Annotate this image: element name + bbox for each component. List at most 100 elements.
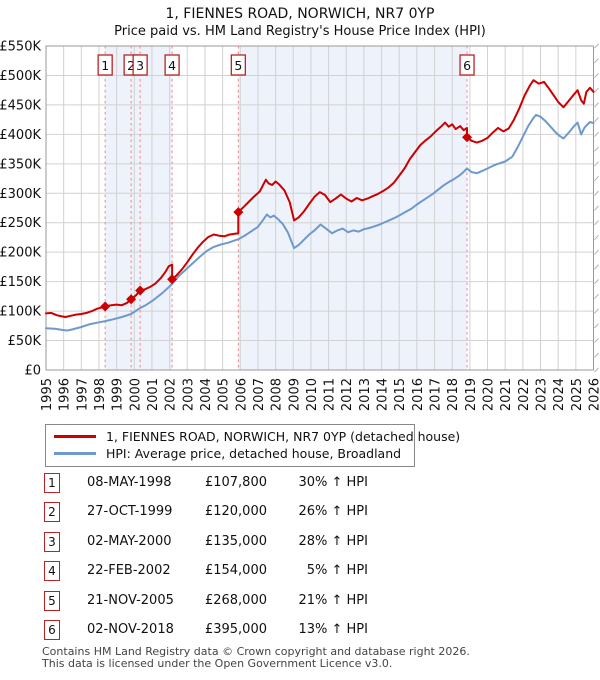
x-axis-tick-label: 2000 bbox=[128, 378, 143, 411]
transaction-hpi-delta: 26% ↑ HPI bbox=[298, 504, 368, 520]
x-axis-tick-label: 2009 bbox=[287, 378, 302, 411]
y-axis-tick-label: £350K bbox=[0, 157, 41, 172]
transaction-hpi-delta: 30% ↑ HPI bbox=[298, 475, 368, 490]
x-axis-tick-label: 2020 bbox=[482, 378, 497, 411]
right-axis-minor-tick bbox=[594, 367, 599, 373]
right-axis-minor-tick bbox=[594, 146, 599, 152]
transaction-hpi-delta: 5% ↑ HPI bbox=[306, 563, 368, 579]
x-axis-tick-label: 2004 bbox=[199, 378, 214, 411]
y-axis-tick-label: £250K bbox=[0, 216, 41, 231]
transaction-number-badge: 6 bbox=[44, 619, 60, 640]
right-axis-minor-tick bbox=[594, 43, 599, 49]
legend-label-hpi: HPI: Average price, detached house, Broa… bbox=[106, 446, 402, 461]
right-axis-minor-tick bbox=[594, 102, 599, 108]
legend-label-price-paid: 1, FIENNES ROAD, NORWICH, NR7 0YP (detac… bbox=[106, 429, 461, 444]
right-axis-minor-tick bbox=[594, 249, 599, 255]
transaction-number-badge: 5 bbox=[44, 590, 60, 611]
transaction-date: 21-NOV-2005 bbox=[87, 592, 174, 608]
right-axis-minor-tick bbox=[594, 279, 599, 285]
right-axis-minor-tick bbox=[594, 234, 599, 240]
y-axis-tick-label: £150K bbox=[0, 275, 41, 290]
sale-marker-number: 2 bbox=[127, 58, 135, 73]
x-axis-tick-label: 2011 bbox=[323, 378, 338, 411]
right-axis-minor-tick bbox=[594, 205, 599, 211]
sale-point-diamond bbox=[167, 274, 178, 285]
right-axis-minor-tick bbox=[594, 131, 599, 137]
x-axis-tick-label: 2018 bbox=[446, 378, 461, 411]
report-header: 1, FIENNES ROAD, NORWICH, NR7 0YP Price … bbox=[0, 5, 600, 40]
x-axis-tick-label: 2006 bbox=[234, 378, 249, 411]
transaction-price: £154,000 bbox=[204, 563, 267, 579]
transaction-number-badge: 4 bbox=[44, 561, 60, 582]
transaction-price: £268,000 bbox=[204, 592, 267, 608]
transaction-row: 4 22-FEB-2002 £154,000 5% ↑ HPI bbox=[40, 559, 400, 588]
right-axis-minor-tick bbox=[594, 190, 599, 196]
x-axis-tick-label: 2013 bbox=[358, 378, 373, 411]
transaction-price: £120,000 bbox=[204, 504, 267, 520]
transactions-table: 1 08-MAY-1998 £107,800 30% ↑ HPI 2 27-OC… bbox=[40, 471, 400, 647]
transaction-number-badge: 2 bbox=[44, 502, 60, 523]
plot-border bbox=[45, 45, 594, 371]
page-subtitle: Price paid vs. HM Land Registry's House … bbox=[114, 24, 486, 39]
x-axis-tick-label: 2003 bbox=[181, 378, 196, 411]
x-axis-tick-label: 2001 bbox=[146, 378, 161, 411]
x-axis-tick-label: 1995 bbox=[40, 378, 55, 411]
right-axis-minor-tick bbox=[594, 264, 599, 270]
ownership-band bbox=[105, 46, 173, 370]
x-axis-tick-label: 1996 bbox=[58, 378, 73, 411]
transaction-date: 27-OCT-1999 bbox=[87, 504, 173, 520]
right-axis-minor-tick bbox=[594, 338, 599, 344]
x-axis-tick-label: 2010 bbox=[305, 378, 320, 411]
sale-marker-badge bbox=[230, 54, 246, 76]
transaction-date: 08-MAY-1998 bbox=[87, 475, 172, 490]
transaction-hpi-delta: 21% ↑ HPI bbox=[298, 592, 368, 608]
sale-marker-number: 1 bbox=[101, 58, 109, 73]
license-footer: Contains HM Land Registry data © Crown c… bbox=[42, 646, 598, 669]
sale-point-diamond bbox=[462, 132, 473, 143]
right-axis-minor-tick bbox=[594, 176, 599, 182]
right-axis-minor-tick bbox=[594, 58, 599, 64]
transaction-date: 02-MAY-2000 bbox=[87, 533, 172, 549]
x-axis-tick-label: 2016 bbox=[411, 378, 426, 411]
sale-marker-number: 6 bbox=[463, 58, 471, 73]
x-axis-tick-label: 1997 bbox=[75, 378, 90, 411]
x-axis-tick-label: 2005 bbox=[217, 378, 232, 411]
x-axis-tick-label: 2012 bbox=[340, 378, 355, 411]
page-title: 1, FIENNES ROAD, NORWICH, NR7 0YP bbox=[165, 6, 435, 22]
x-axis-tick-label: 2019 bbox=[464, 378, 479, 411]
sale-marker-badge bbox=[97, 54, 113, 76]
x-axis-tick-label: 2015 bbox=[393, 378, 408, 411]
x-axis-tick-label: 2021 bbox=[499, 378, 514, 411]
right-axis-minor-tick bbox=[594, 308, 599, 314]
right-axis-minor-tick bbox=[594, 161, 599, 167]
sale-marker-number: 4 bbox=[168, 58, 176, 73]
right-axis-minor-tick bbox=[594, 293, 599, 299]
x-axis-tick-label: 2025 bbox=[570, 378, 585, 411]
y-axis-tick-label: £100K bbox=[0, 305, 41, 320]
y-axis-tick-label: £450K bbox=[0, 98, 41, 113]
x-axis-tick-label: 2008 bbox=[270, 378, 285, 411]
hpi-line-swatch bbox=[54, 452, 96, 455]
license-footer-line1: Contains HM Land Registry data © Crown c… bbox=[42, 645, 470, 658]
transaction-date: 22-FEB-2002 bbox=[87, 563, 171, 579]
price-history-chart[interactable]: 1 2 3 4 5 6 £0 £50K £100K £150K £200K £250K £300K £35… bbox=[0, 40, 600, 426]
y-axis-tick-label: £500K bbox=[0, 69, 41, 84]
x-axis-tick-label: 2023 bbox=[535, 378, 550, 411]
transaction-hpi-delta: 28% ↑ HPI bbox=[298, 533, 368, 549]
price-history-chart-canvas[interactable]: 1 2 3 4 5 6£0£50K£100K£150K£200K£250K£300K£35… bbox=[0, 40, 600, 422]
right-axis-minor-tick bbox=[594, 72, 599, 78]
legend-row-price-paid: 1, FIENNES ROAD, NORWICH, NR7 0YP (detac… bbox=[54, 428, 460, 445]
transaction-row: 6 02-NOV-2018 £395,000 13% ↑ HPI bbox=[40, 618, 400, 647]
x-axis-tick-label: 2026 bbox=[588, 378, 600, 411]
sale-point-diamond bbox=[135, 285, 146, 296]
right-axis-minor-tick bbox=[594, 87, 599, 93]
transaction-price: £107,800 bbox=[204, 475, 267, 490]
x-axis-tick-label: 2017 bbox=[429, 378, 444, 411]
transaction-row: 5 21-NOV-2005 £268,000 21% ↑ HPI bbox=[40, 589, 400, 618]
x-axis-tick-label: 1999 bbox=[111, 378, 126, 411]
x-axis-tick-label: 2007 bbox=[252, 378, 267, 411]
right-axis-minor-tick bbox=[594, 220, 599, 226]
license-footer-line2: This data is licensed under the Open Gov… bbox=[42, 656, 393, 670]
transaction-price: £395,000 bbox=[204, 621, 267, 637]
